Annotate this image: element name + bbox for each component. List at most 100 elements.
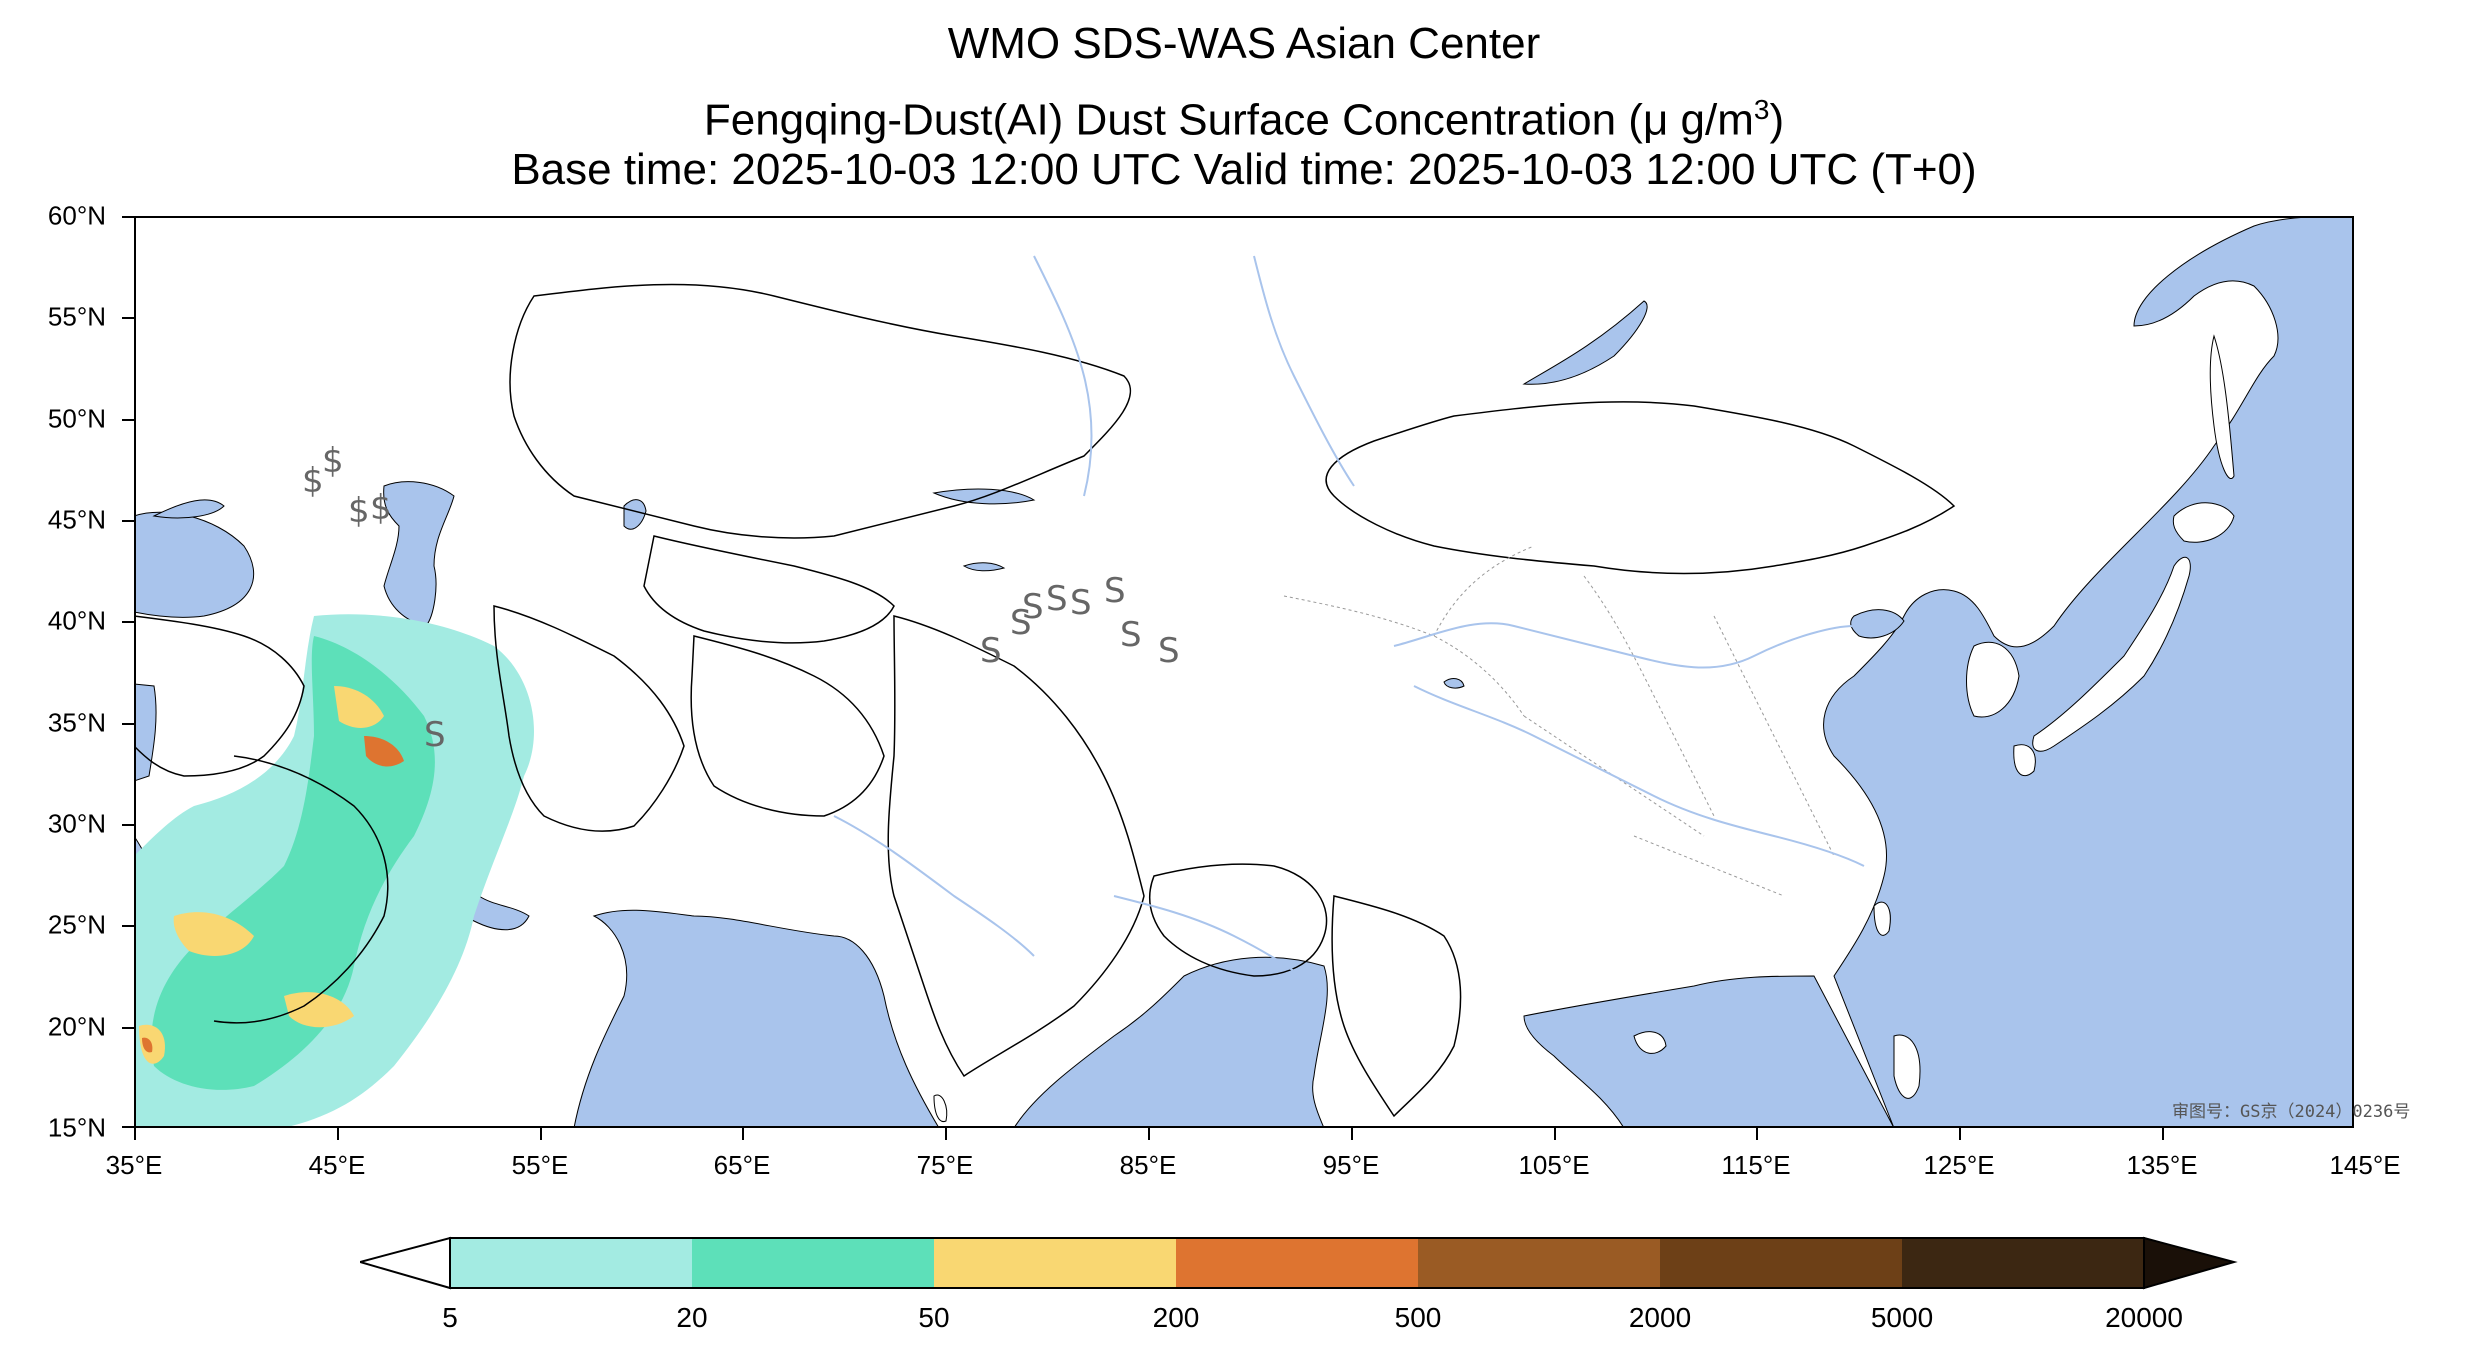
dust-symbol: S: [980, 631, 1002, 671]
station-symbol: $: [322, 441, 344, 481]
lon-tick-label: 135°E: [2126, 1150, 2198, 1180]
lon-tick-label: 75°E: [916, 1150, 974, 1180]
lon-tick-label: 145°E: [2329, 1150, 2401, 1180]
bay-of-bengal: [1013, 956, 1328, 1128]
lon-tick-mark: [540, 1128, 542, 1140]
weather-symbols: $ $ $ $ S S S S S S S S S: [302, 441, 1180, 755]
title-line2-suffix: ): [1769, 95, 1785, 145]
sakhalin-island: [2209, 334, 2235, 479]
qinghai-lake: [1443, 678, 1465, 689]
lat-tick-mark: [122, 1027, 134, 1029]
dust-symbol: S: [1120, 615, 1142, 655]
map-watermark: 审图号：GS京（2024）0236号: [2172, 1102, 2411, 1122]
sea-of-azov: [152, 499, 225, 519]
map-panel: $ $ $ $ S S S S S S S S S: [134, 216, 2354, 1128]
lon-tick-label: 65°E: [713, 1150, 771, 1180]
bohai-sea: [1850, 609, 1905, 639]
issyk-kul: [962, 562, 1006, 572]
station-symbol: $: [348, 491, 370, 531]
colorbar-label: 20: [676, 1302, 708, 1333]
colorbar-label: 500: [1394, 1302, 1442, 1333]
lat-tick-mark: [122, 723, 134, 725]
colorbar: [360, 1236, 2238, 1290]
colorbar-label: 20000: [2105, 1302, 2183, 1333]
colorbar-outline: [449, 1237, 2145, 1289]
lat-tick-label: 20°N: [47, 1011, 106, 1042]
lon-tick-mark: [742, 1128, 744, 1140]
lat-tick-label: 25°N: [47, 909, 106, 940]
dust-field: [134, 614, 534, 1128]
colorbar-bin: [1176, 1238, 1418, 1288]
lon-tick-mark: [945, 1128, 947, 1140]
colorbar-bin: [1660, 1238, 1902, 1288]
lon-tick-mark: [1351, 1128, 1353, 1140]
japan-hokkaido: [2172, 502, 2235, 543]
colorbar-bin: [934, 1238, 1176, 1288]
lon-tick-mark: [2162, 1128, 2164, 1140]
colorbar-label: 5000: [1870, 1302, 1934, 1333]
lat-tick-mark: [122, 419, 134, 421]
korea-peninsula: [1966, 641, 2020, 718]
colorbar-bin: [1902, 1238, 2144, 1288]
station-symbol: $: [302, 461, 324, 501]
lon-tick-mark: [1756, 1128, 1758, 1140]
lon-tick-label: 85°E: [1119, 1150, 1177, 1180]
title-line2: Fengqing-Dust(AI) Dust Surface Concentra…: [0, 84, 2488, 147]
colorbar-label: 50: [918, 1302, 950, 1333]
lon-tick-label: 105°E: [1518, 1150, 1590, 1180]
lat-tick-label: 15°N: [47, 1112, 106, 1143]
taiwan-island: [1873, 901, 1891, 936]
lat-tick-label: 40°N: [47, 605, 106, 636]
lat-tick-label: 50°N: [47, 403, 106, 434]
lon-tick-label: 35°E: [105, 1150, 163, 1180]
dust-symbol: S: [1158, 631, 1180, 671]
arabian-sea: [573, 909, 940, 1128]
mediterranean-sea: [134, 683, 157, 782]
luzon-island: [1893, 1034, 1921, 1099]
lat-tick-mark: [122, 621, 134, 623]
title-line3: Base time: 2025-10-03 12:00 UTC Valid ti…: [511, 145, 1977, 194]
south-china-sea: [1523, 975, 1895, 1128]
rivers: [833, 255, 1865, 997]
colorbar-label: 200: [1152, 1302, 1200, 1333]
colorbar-bin: [692, 1238, 934, 1288]
japan-honshu: [2032, 556, 2191, 752]
lat-tick-mark: [122, 317, 134, 319]
title-line2-prefix: Fengqing-Dust(AI) Dust Surface Concentra…: [703, 95, 1643, 145]
colorbar-upper-extension: [2143, 1236, 2238, 1290]
lat-tick-label: 55°N: [47, 301, 106, 332]
dust-symbol: S: [1046, 579, 1068, 619]
station-symbol: $: [370, 488, 392, 528]
lon-tick-label: 95°E: [1322, 1150, 1380, 1180]
title-line2-exp: 3: [1753, 94, 1770, 125]
lon-tick-label: 125°E: [1923, 1150, 1995, 1180]
aral-sea: [623, 499, 647, 530]
colorbar-bin: [450, 1238, 692, 1288]
lat-tick-label: 60°N: [47, 200, 106, 231]
dust-symbol: S: [1070, 583, 1092, 623]
lon-tick-mark: [1554, 1128, 1556, 1140]
lat-tick-label: 30°N: [47, 808, 106, 839]
dust-symbol: S: [1022, 587, 1044, 627]
sri-lanka: [933, 1094, 948, 1123]
lat-tick-mark: [122, 520, 134, 522]
dust-symbol: S: [1010, 603, 1032, 643]
lat-tick-mark: [122, 1126, 134, 1128]
dust-symbol: S: [424, 715, 446, 755]
lat-tick-mark: [122, 824, 134, 826]
lon-tick-mark: [1148, 1128, 1150, 1140]
colorbar-bin: [1418, 1238, 1660, 1288]
lon-tick-mark: [134, 1128, 136, 1140]
lat-tick-mark: [122, 925, 134, 927]
lat-tick-label: 45°N: [47, 504, 106, 535]
hainan-island: [1633, 1031, 1667, 1054]
title-line1: WMO SDS-WAS Asian Center: [947, 19, 1541, 68]
lon-tick-label: 45°E: [308, 1150, 366, 1180]
map-svg: $ $ $ $ S S S S S S S S S: [134, 216, 2354, 1128]
japan-kyushu: [2013, 744, 2036, 777]
title-line2-unit: μ g/m: [1642, 95, 1754, 145]
lon-tick-label: 55°E: [511, 1150, 569, 1180]
lat-tick-label: 35°N: [47, 707, 106, 738]
lake-baikal: [1522, 300, 1648, 385]
lat-tick-mark: [122, 216, 134, 218]
